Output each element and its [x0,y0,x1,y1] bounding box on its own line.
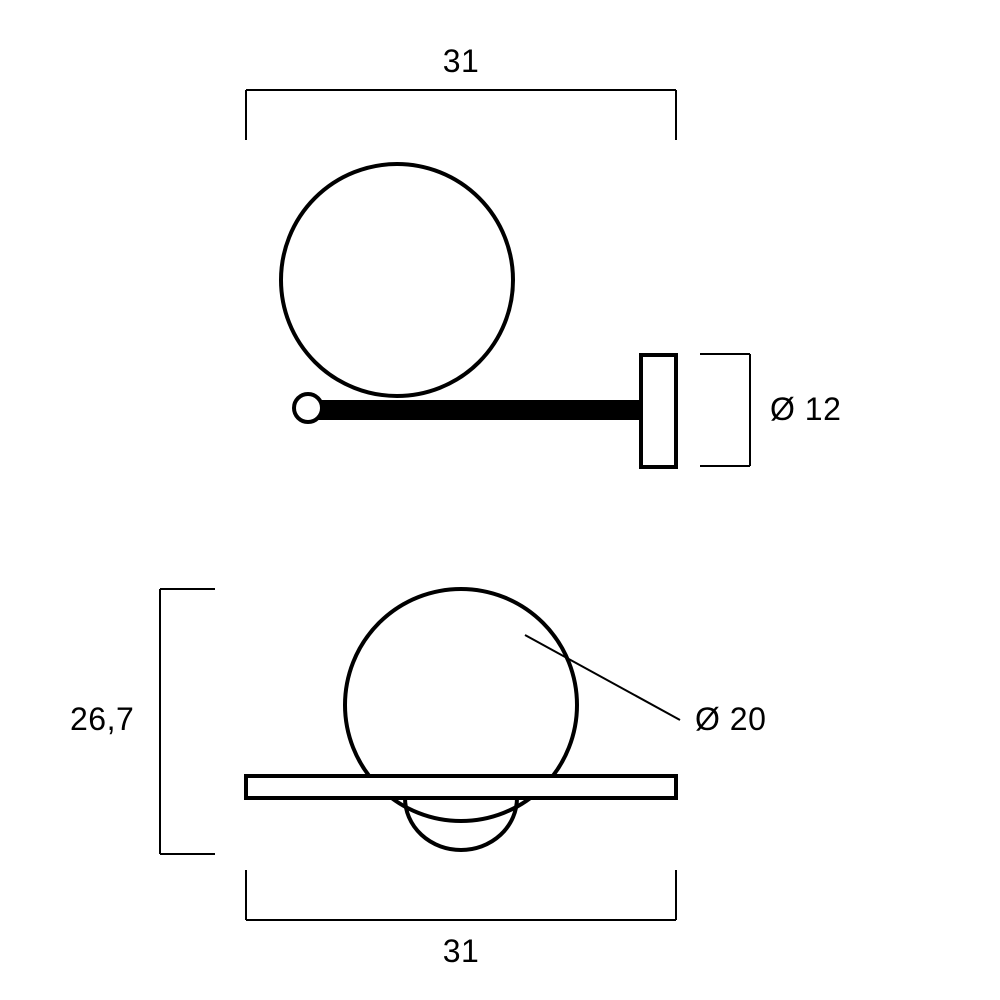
technical-drawing: 31 Ø 12 26,7 [0,0,1000,1000]
wall-plate [641,355,676,467]
base-plate [246,776,676,798]
ball-joint [294,394,322,422]
top-view: 31 Ø 12 [246,43,841,467]
dim-plate-diameter: Ø 12 [700,354,841,466]
dim-top-width: 31 [246,43,676,140]
dim-bottom-width-label: 31 [443,933,480,969]
dim-bottom-width: 31 [246,870,676,969]
dim-plate-diameter-label: Ø 12 [770,391,841,427]
front-view: 26,7 31 Ø 20 [70,589,766,969]
dim-sphere-diameter-label: Ø 20 [695,701,766,737]
mount-disc-edge [405,798,517,850]
dim-height: 26,7 [70,589,215,854]
sphere-side [281,164,513,396]
dim-height-label: 26,7 [70,701,134,737]
dim-top-width-label: 31 [443,43,480,79]
